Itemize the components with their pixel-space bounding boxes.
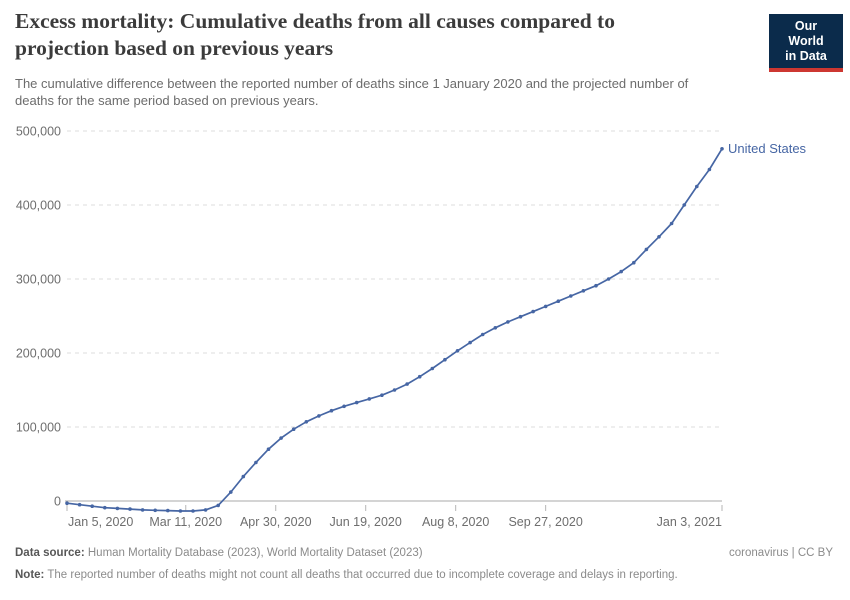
- data-source-text: Human Mortality Database (2023), World M…: [87, 547, 423, 559]
- data-point: [279, 436, 283, 440]
- data-point: [493, 326, 498, 330]
- series-line-united-states: [66, 147, 723, 512]
- x-tick-label: Sep 27, 2020: [508, 515, 582, 529]
- data-point: [128, 507, 132, 511]
- data-point: [191, 509, 195, 513]
- data-point: [153, 508, 157, 513]
- data-point: [254, 460, 258, 465]
- data-source-label: Data source:: [15, 547, 85, 559]
- data-point: [455, 349, 460, 353]
- chart-footer: Data source: Human Mortality Database (2…: [15, 546, 833, 582]
- data-point: [430, 366, 435, 371]
- series-label-united-states: United States: [728, 141, 807, 156]
- y-tick-label: 300,000: [16, 273, 61, 287]
- data-point: [317, 414, 321, 418]
- data-point: [380, 393, 384, 398]
- x-tick-label: Aug 8, 2020: [422, 515, 489, 529]
- page-title-line2: projection based on previous years: [15, 36, 334, 60]
- data-point: [720, 147, 724, 151]
- data-point: [203, 508, 208, 512]
- owid-logo[interactable]: Our World in Data: [769, 14, 843, 72]
- data-point: [417, 374, 422, 379]
- license-link[interactable]: coronavirus | CC BY: [729, 547, 833, 559]
- data-point: [632, 260, 636, 265]
- x-tick-label: Apr 30, 2020: [240, 515, 312, 529]
- page-subtitle: The cumulative difference between the re…: [15, 75, 785, 109]
- data-point: [342, 404, 346, 409]
- y-tick-label: 500,000: [16, 125, 61, 139]
- data-point: [518, 314, 523, 319]
- data-point: [657, 235, 661, 239]
- data-point: [103, 505, 107, 510]
- y-tick-label: 200,000: [16, 347, 61, 361]
- data-point: [329, 408, 334, 413]
- page-subtitle-line1: The cumulative difference between the re…: [15, 76, 689, 91]
- x-tick-label: Jun 19, 2020: [330, 515, 402, 529]
- data-point: [115, 506, 120, 511]
- chart-note: Note: The reported number of deaths migh…: [15, 568, 833, 582]
- data-point: [606, 277, 611, 281]
- data-point: [556, 299, 561, 304]
- page-subtitle-line2: deaths for the same period based on prev…: [15, 93, 319, 108]
- data-point: [531, 309, 535, 314]
- data-point: [367, 397, 372, 401]
- data-point: [291, 427, 296, 432]
- owid-logo-line2: in Data: [785, 49, 827, 63]
- data-point: [682, 203, 686, 207]
- data-point: [405, 382, 409, 386]
- data-point: [140, 508, 145, 512]
- data-point: [216, 503, 220, 508]
- y-tick-label: 400,000: [16, 199, 61, 213]
- data-point: [594, 283, 598, 288]
- data-point: [480, 332, 485, 337]
- data-point: [543, 304, 548, 309]
- x-tick-label: Jan 3, 2021: [657, 515, 722, 529]
- data-point: [506, 320, 510, 324]
- data-point: [619, 269, 623, 274]
- data-point: [77, 502, 82, 507]
- data-point: [569, 294, 573, 298]
- x-tick-label: Mar 11, 2020: [149, 515, 222, 529]
- data-point: [707, 167, 712, 172]
- data-source: Data source: Human Mortality Database (2…: [15, 546, 423, 560]
- page-title: Excess mortality: Cumulative deaths from…: [15, 8, 755, 62]
- data-point: [581, 289, 586, 293]
- data-point: [443, 357, 447, 362]
- y-tick-label: 100,000: [16, 421, 61, 435]
- data-point: [90, 504, 94, 509]
- data-point: [695, 184, 699, 189]
- data-point: [669, 221, 674, 226]
- data-point: [392, 388, 397, 392]
- data-point: [65, 501, 69, 506]
- page-title-line1: Excess mortality: Cumulative deaths from…: [15, 9, 615, 33]
- chart-canvas: 0 100,000 200,000 300,000 400,000 500,000 Jan …: [16, 125, 807, 530]
- data-point: [468, 340, 472, 345]
- data-point: [166, 508, 170, 513]
- data-point: [266, 447, 271, 452]
- owid-logo-line1: Our World: [788, 19, 824, 48]
- data-point: [241, 474, 246, 479]
- data-point: [644, 247, 649, 252]
- x-tick-label: Jan 5, 2020: [68, 515, 133, 529]
- chart-note-label: Note:: [15, 569, 45, 581]
- data-point: [354, 400, 359, 405]
- data-point: [304, 420, 309, 424]
- y-tick-label: 0: [54, 495, 61, 509]
- chart-note-text: The reported number of deaths might not …: [47, 569, 678, 581]
- data-point: [229, 490, 233, 494]
- data-point: [178, 509, 183, 513]
